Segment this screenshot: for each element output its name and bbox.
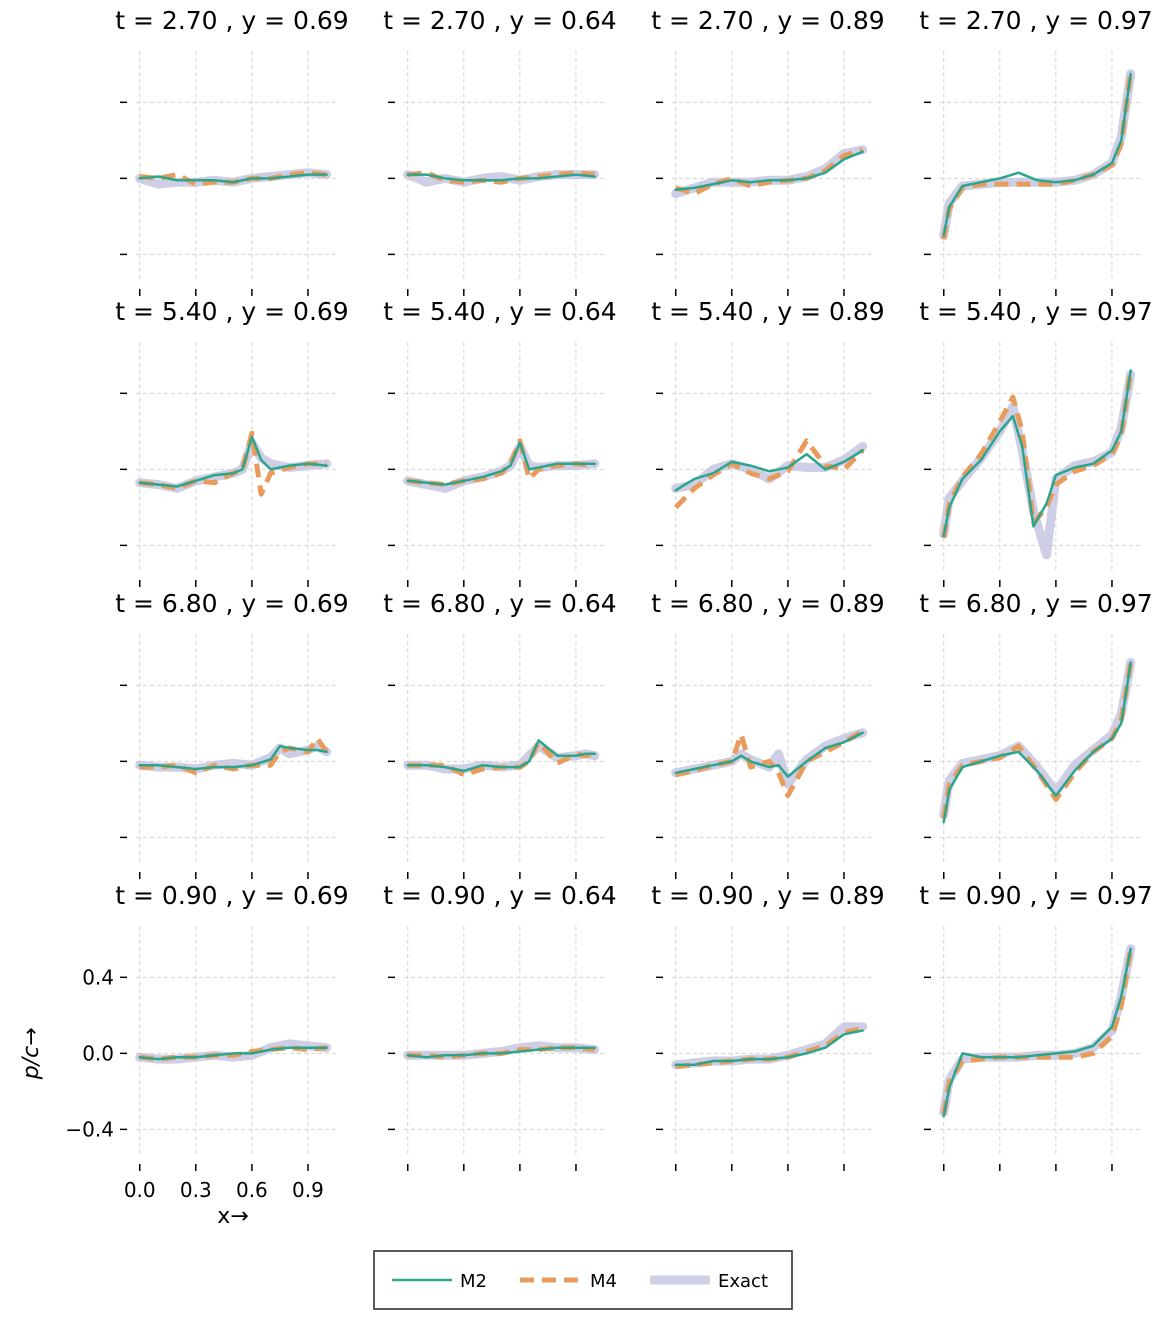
legend-label-m4: M4 — [590, 1271, 617, 1292]
y-tick-label: −0.4 — [65, 1117, 114, 1141]
subplot: t = 6.80 , y = 0.64 — [383, 589, 617, 879]
subplot: t = 0.90 , y = 0.97 — [919, 881, 1153, 1171]
y-tick-label: 0.0 — [82, 1041, 114, 1065]
series-line-m2 — [406, 739, 596, 773]
subplot-title: t = 5.40 , y = 0.64 — [383, 297, 616, 326]
y-axis-label: p/c→ — [19, 1027, 44, 1080]
legend-label-exact: Exact — [718, 1271, 768, 1292]
subplot-title: t = 2.70 , y = 0.89 — [651, 6, 884, 35]
subplot-title: t = 6.80 , y = 0.64 — [383, 589, 616, 618]
subplot: t = 2.70 , y = 0.69 — [115, 6, 349, 296]
subplot-title: t = 2.70 , y = 0.69 — [115, 6, 348, 35]
subplot-title: t = 2.70 , y = 0.64 — [383, 6, 616, 35]
x-tick-label: 0.6 — [236, 1178, 268, 1202]
x-tick-label: 0.3 — [180, 1178, 212, 1202]
subplot-title: t = 6.80 , y = 0.89 — [651, 589, 884, 618]
subplot: t = 0.90 , y = 0.89 — [651, 881, 885, 1171]
subplot-title: t = 0.90 , y = 0.89 — [651, 881, 884, 910]
subplot-title: t = 5.40 , y = 0.89 — [651, 297, 884, 326]
series-line-m2 — [942, 661, 1132, 824]
series-line-m4 — [941, 948, 1134, 1115]
subplot: t = 2.70 , y = 0.64 — [383, 6, 617, 296]
subplot: −0.4 0.0 0.4 0.0 0.3 0.6 0.9 t = 0.90 , y = 0.6… — [65, 881, 348, 1202]
series-line-m2 — [406, 1046, 596, 1059]
series-line-m2 — [138, 1046, 328, 1061]
series-line-exact — [939, 944, 1136, 1117]
subplot-title: t = 5.40 , y = 0.69 — [115, 297, 348, 326]
subplot-title: t = 6.80 , y = 0.69 — [115, 589, 348, 618]
legend-label-m2: M2 — [460, 1271, 487, 1292]
x-tick-label: 0.9 — [292, 1178, 324, 1202]
series-line-m4 — [941, 71, 1134, 240]
series-line-m2 — [138, 435, 328, 488]
series-line-m2 — [406, 441, 596, 486]
subplot-title: t = 0.90 , y = 0.69 — [115, 881, 348, 910]
series-line-m4 — [674, 147, 864, 197]
x-tick-label: 0.0 — [124, 1178, 156, 1202]
subplot-title: t = 0.90 , y = 0.64 — [383, 881, 616, 910]
series-line-m2 — [138, 744, 328, 771]
subplot-title: t = 2.70 , y = 0.97 — [919, 6, 1152, 35]
series-line-m2 — [942, 369, 1132, 538]
series-line-m2 — [138, 173, 328, 184]
legend: M2 M4 Exact — [373, 1250, 793, 1310]
series-line-m2 — [942, 72, 1132, 237]
series-line-m4 — [675, 728, 865, 799]
subplot: t = 6.80 , y = 0.89 — [651, 589, 885, 879]
series-line-m4 — [407, 438, 595, 488]
subplot: t = 6.80 , y = 0.97 — [919, 589, 1153, 879]
subplot: t = 2.70 , y = 0.89 — [651, 6, 885, 296]
series-line-m2 — [674, 1029, 864, 1067]
series-line-m2 — [674, 731, 864, 778]
subplot: t = 5.40 , y = 0.64 — [383, 297, 617, 587]
y-tick-label: 0.4 — [82, 965, 114, 989]
subplot: t = 6.80 , y = 0.69 — [115, 589, 349, 879]
series-line-m2 — [406, 173, 596, 182]
series-line-exact — [671, 728, 868, 789]
series-line-exact — [939, 69, 1136, 240]
subplot-title: t = 6.80 , y = 0.97 — [919, 589, 1152, 618]
series-line-m2 — [942, 947, 1132, 1118]
subplot: t = 2.70 , y = 0.97 — [919, 6, 1153, 296]
subplot: t = 0.90 , y = 0.64 — [383, 881, 617, 1171]
x-axis-label: x→ — [217, 1204, 248, 1229]
subplot: t = 5.40 , y = 0.89 — [651, 297, 885, 587]
subplot-title: t = 5.40 , y = 0.97 — [919, 297, 1152, 326]
series-line-m4 — [139, 430, 327, 497]
subplot: t = 5.40 , y = 0.69 — [115, 297, 349, 587]
subplot: t = 5.40 , y = 0.97 — [919, 297, 1153, 587]
series-line-m2 — [674, 449, 864, 492]
subplot-title: t = 0.90 , y = 0.97 — [919, 881, 1152, 910]
series-line-m2 — [674, 150, 864, 192]
legend-box — [373, 1250, 793, 1310]
